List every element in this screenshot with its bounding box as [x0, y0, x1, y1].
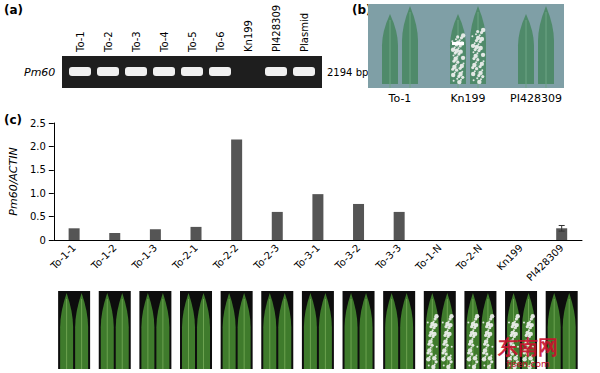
svg-text:To-1-2: To-1-2 — [89, 242, 119, 272]
svg-text:Kn199: Kn199 — [495, 242, 525, 272]
svg-text:Plasmid: Plasmid — [299, 13, 310, 52]
svg-text:(a): (a) — [4, 3, 23, 17]
svg-text:0.5: 0.5 — [30, 211, 46, 222]
svg-text:Pm60/ACTIN: Pm60/ACTIN — [7, 147, 20, 215]
svg-text:2.5: 2.5 — [30, 118, 46, 129]
svg-text:fjsen.com: fjsen.com — [506, 359, 550, 369]
svg-text:2194 bp: 2194 bp — [327, 67, 368, 78]
svg-text:To-1-3: To-1-3 — [129, 242, 159, 272]
svg-text:To-6: To-6 — [215, 31, 226, 53]
svg-text:(b): (b) — [352, 3, 372, 17]
svg-text:To-1-1: To-1-1 — [48, 242, 78, 272]
svg-text:2.0: 2.0 — [30, 141, 46, 152]
svg-text:东南网: 东南网 — [497, 335, 558, 359]
svg-text:To-5: To-5 — [187, 31, 198, 53]
svg-text:PI428309: PI428309 — [271, 5, 282, 52]
svg-text:To-3-1: To-3-1 — [292, 242, 322, 272]
svg-text:Kn199: Kn199 — [243, 20, 254, 52]
svg-text:To-3: To-3 — [131, 31, 142, 53]
svg-text:To-2-2: To-2-2 — [210, 242, 240, 272]
svg-text:1.5: 1.5 — [30, 164, 46, 175]
svg-text:To-1: To-1 — [388, 92, 412, 105]
svg-text:1.0: 1.0 — [30, 188, 46, 199]
svg-text:To-2-1: To-2-1 — [170, 242, 200, 272]
svg-text:Pm60: Pm60 — [24, 66, 55, 79]
svg-text:To-1-N: To-1-N — [413, 242, 444, 273]
svg-text:To-2-N: To-2-N — [453, 242, 484, 273]
svg-text:To-2-3: To-2-3 — [251, 242, 281, 272]
svg-text:To-4: To-4 — [159, 31, 170, 53]
svg-text:To-3-3: To-3-3 — [373, 242, 403, 272]
svg-text:To-1: To-1 — [75, 31, 86, 53]
svg-text:0: 0 — [39, 235, 45, 246]
svg-text:To-3-2: To-3-2 — [332, 242, 362, 272]
svg-text:PI428309: PI428309 — [524, 242, 565, 283]
svg-text:Kn199: Kn199 — [450, 92, 485, 105]
svg-text:(c): (c) — [4, 113, 22, 127]
svg-text:To-2: To-2 — [103, 31, 114, 53]
svg-text:PI428309: PI428309 — [510, 92, 562, 105]
